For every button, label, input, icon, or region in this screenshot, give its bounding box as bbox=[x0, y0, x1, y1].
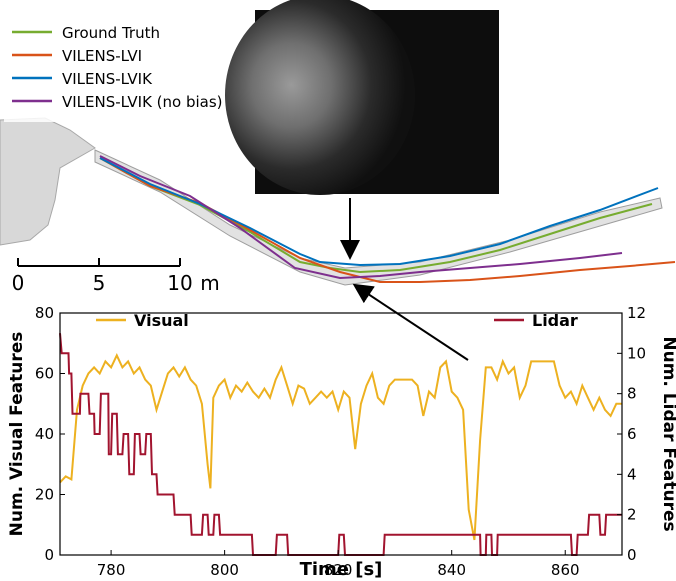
y-right-tick-label: 4 bbox=[627, 465, 637, 483]
y-left-tick-label: 80 bbox=[35, 304, 54, 322]
chart-legend-label-lidar: Lidar bbox=[532, 311, 578, 330]
y-axis-title-right: Num. Lidar Features bbox=[659, 336, 676, 531]
x-tick-label: 820 bbox=[324, 561, 353, 579]
trajectory-vilens-lvik-no-bias bbox=[99, 155, 623, 280]
chart-series-layer bbox=[59, 333, 622, 556]
trajectory-vilens-lvik bbox=[99, 157, 659, 267]
camera-image-lit-area bbox=[225, 0, 415, 195]
camera-image-inset bbox=[225, 0, 499, 195]
y-right-tick-label: 8 bbox=[627, 385, 637, 403]
x-tick-label: 840 bbox=[437, 561, 466, 579]
y-left-tick-label: 40 bbox=[35, 425, 54, 443]
y-right-tick-label: 12 bbox=[627, 304, 646, 322]
map-panel: Ground Truth VILENS-LVI VILENS-LVIK VILE… bbox=[0, 0, 676, 361]
y-right-tick-label: 2 bbox=[627, 506, 637, 524]
scale-bar-label-0: 0 bbox=[12, 271, 25, 295]
chart-legend-label-visual: Visual bbox=[134, 311, 189, 330]
y-left-tick-label: 20 bbox=[35, 486, 54, 504]
arrow-diagonal bbox=[352, 283, 469, 361]
scale-bar-unit: m bbox=[200, 271, 219, 295]
map-legend-box bbox=[4, 18, 258, 122]
y-right-tick-label: 6 bbox=[627, 425, 637, 443]
y-left-tick-label: 0 bbox=[44, 546, 54, 564]
scale-bar-label-5: 5 bbox=[93, 271, 106, 295]
series-line-visual bbox=[59, 353, 622, 541]
y-left-tick-label: 60 bbox=[35, 365, 54, 383]
y-right-tick-label: 0 bbox=[627, 546, 637, 564]
trajectories bbox=[99, 155, 676, 283]
scale-bar-label-10: 10 bbox=[167, 271, 192, 295]
x-axis-title: Time [s] bbox=[300, 559, 383, 580]
y-axis-title-left: Num. Visual Features bbox=[7, 332, 27, 537]
x-tick-label: 800 bbox=[210, 561, 239, 579]
scale-bar: 0 5 10 m bbox=[12, 258, 220, 295]
x-tick-label: 780 bbox=[97, 561, 126, 579]
map-legend: Ground Truth VILENS-LVI VILENS-LVIK VILE… bbox=[4, 18, 258, 122]
series-line-lidar bbox=[59, 333, 622, 556]
legend-label-vilens-lvik: VILENS-LVIK bbox=[62, 70, 153, 88]
legend-label-vilens-lvik-no-bias: VILENS-LVIK (no bias) bbox=[62, 93, 223, 111]
plot-frame bbox=[59, 312, 623, 556]
y-right-tick-label: 10 bbox=[627, 344, 646, 362]
point-cloud-mesh bbox=[0, 117, 96, 246]
legend-label-ground-truth: Ground Truth bbox=[62, 24, 160, 42]
legend-label-vilens-lvi: VILENS-LVI bbox=[62, 47, 142, 65]
x-tick-label: 860 bbox=[551, 561, 580, 579]
